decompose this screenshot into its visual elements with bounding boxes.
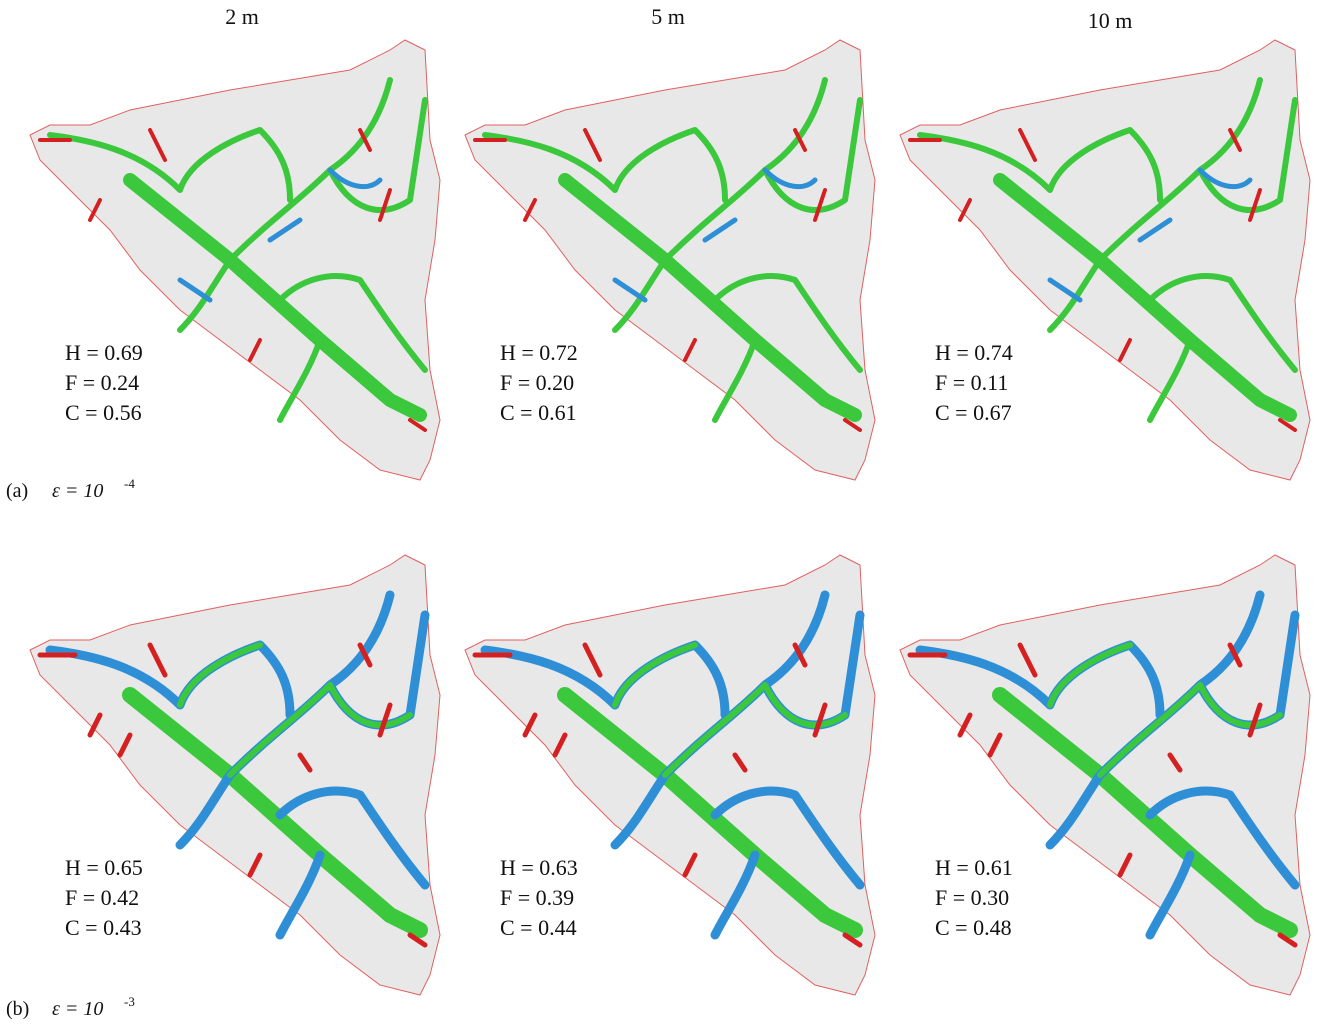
stat-label: C = 0.48 [935, 915, 1012, 940]
stat-label: C = 0.43 [65, 915, 142, 940]
stat-label: C = 0.67 [935, 400, 1012, 425]
row-label: (b) [6, 998, 29, 1020]
stat-label: F = 0.39 [500, 885, 574, 910]
stat-label: H = 0.69 [65, 340, 143, 365]
stat-label: F = 0.30 [935, 885, 1009, 910]
map-panel: H = 0.61 F = 0.30 C = 0.48 [900, 555, 1310, 995]
column-header: 2 m [225, 4, 259, 29]
map-panel: H = 0.74 F = 0.11 C = 0.67 [900, 40, 1310, 480]
stat-label: H = 0.72 [500, 340, 578, 365]
epsilon: ε = 10 [52, 998, 103, 1020]
map-panel: H = 0.63 F = 0.39 C = 0.44 [465, 555, 875, 995]
exponent: -3 [124, 994, 135, 1009]
stat-label: H = 0.61 [935, 855, 1013, 880]
map-panel: H = 0.72 F = 0.20 C = 0.61 [465, 40, 875, 480]
stat-label: F = 0.20 [500, 370, 574, 395]
stat-label: F = 0.24 [65, 370, 139, 395]
stat-label: C = 0.61 [500, 400, 577, 425]
stat-label: C = 0.56 [65, 400, 142, 425]
figure: 2 m5 m10 mH = 0.69F = 0.24C = 0.56H = 0.… [0, 0, 1319, 1031]
stat-label: H = 0.65 [65, 855, 143, 880]
exponent: -4 [124, 476, 135, 491]
map-panel: H = 0.69 F = 0.24 C = 0.56 [30, 40, 440, 480]
map-panel: H = 0.65 F = 0.42 C = 0.43 [30, 555, 440, 995]
column-header: 10 m [1088, 8, 1133, 33]
stat-label: H = 0.63 [500, 855, 578, 880]
stat-label: F = 0.11 [935, 370, 1008, 395]
column-header: 5 m [651, 4, 685, 29]
stat-label: C = 0.44 [500, 915, 577, 940]
stat-label: F = 0.42 [65, 885, 139, 910]
stat-label: H = 0.74 [935, 340, 1013, 365]
row-label: (a) [6, 480, 28, 502]
page: {"column_headers": ["2 m", "5 m", "10 m"… [0, 0, 1319, 1036]
epsilon: ε = 10 [52, 480, 103, 502]
